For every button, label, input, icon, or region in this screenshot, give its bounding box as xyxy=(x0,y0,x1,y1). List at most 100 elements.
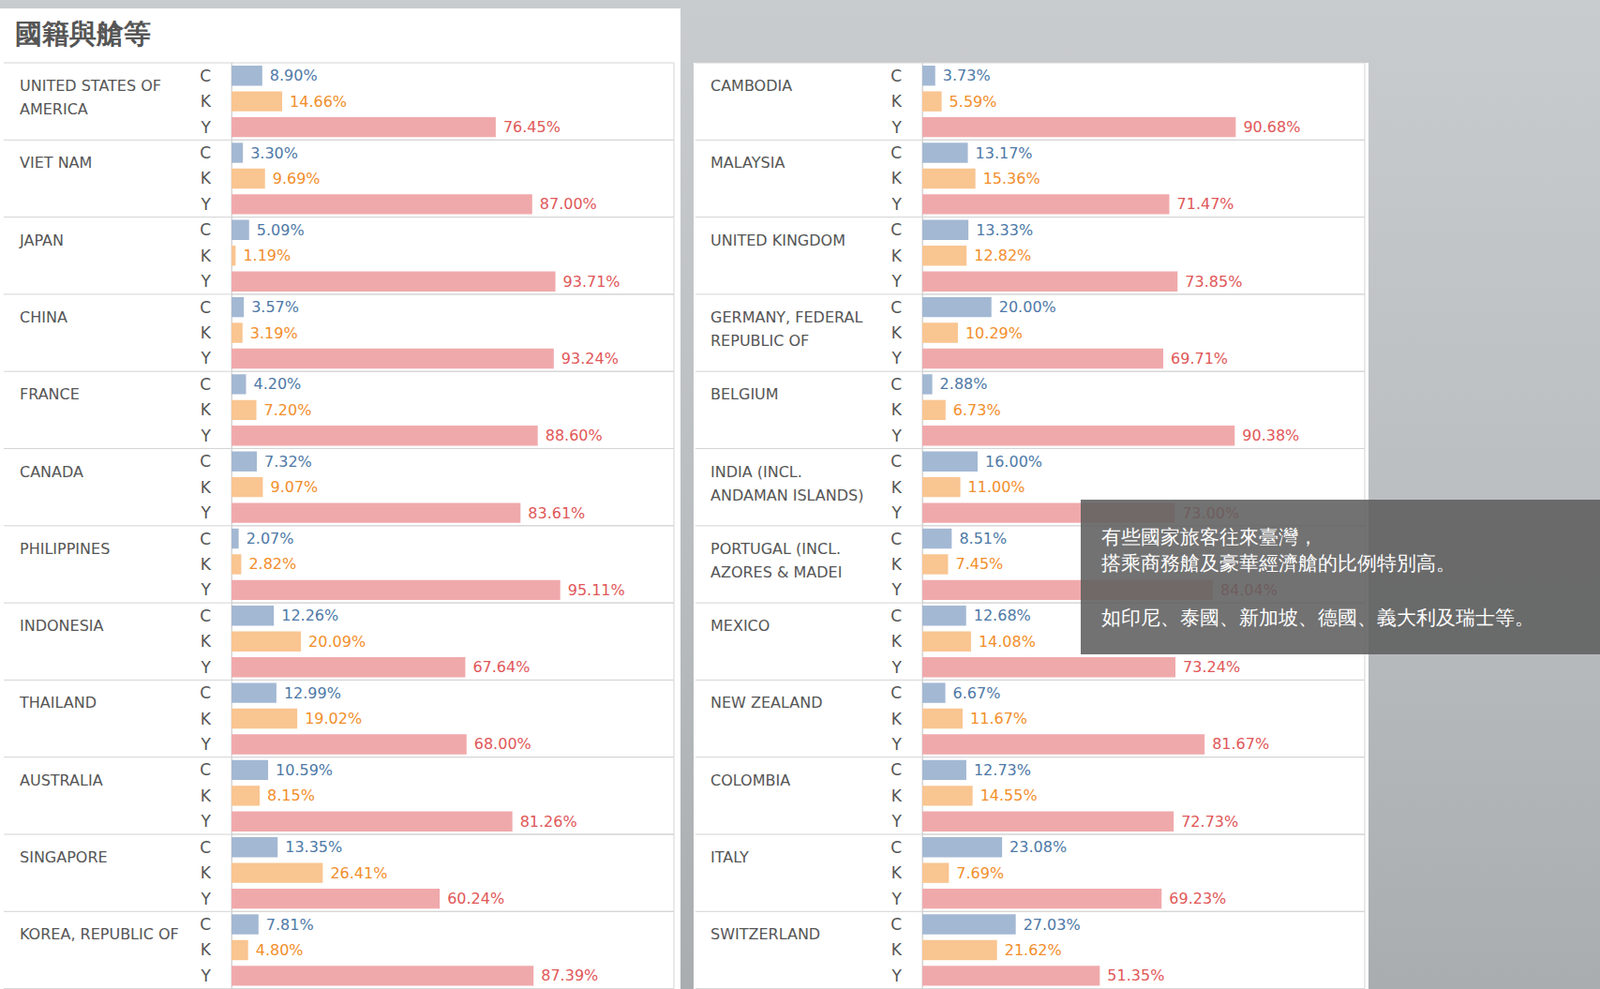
svg-text:K: K xyxy=(891,554,903,574)
svg-text:19.02%: 19.02% xyxy=(304,709,362,728)
svg-text:8.90%: 8.90% xyxy=(269,66,318,85)
svg-text:23.08%: 23.08% xyxy=(1009,837,1067,856)
svg-text:KOREA, REPUBLIC OF: KOREA, REPUBLIC OF xyxy=(19,925,180,943)
svg-text:12.73%: 12.73% xyxy=(973,761,1032,779)
svg-text:68.00%: 68.00% xyxy=(474,734,532,753)
svg-text:SINGAPORE: SINGAPORE xyxy=(19,848,108,867)
svg-text:C: C xyxy=(199,760,211,779)
svg-text:Y: Y xyxy=(200,271,212,291)
svg-text:PORTUGAL (INCL.: PORTUGAL (INCL. xyxy=(710,539,846,558)
svg-text:2.07%: 2.07% xyxy=(246,529,295,548)
svg-text:K: K xyxy=(200,863,212,883)
svg-text:AZORES & MADEI: AZORES & MADEI xyxy=(710,563,842,582)
svg-text:K: K xyxy=(200,786,212,806)
svg-text:Y: Y xyxy=(891,966,903,986)
svg-text:K: K xyxy=(200,940,212,959)
svg-text:Y: Y xyxy=(200,426,212,446)
svg-text:C: C xyxy=(199,606,211,626)
svg-text:13.33%: 13.33% xyxy=(975,221,1033,240)
svg-text:76.45%: 76.45% xyxy=(503,118,561,136)
svg-text:CAMBODIA: CAMBODIA xyxy=(710,76,793,95)
svg-text:C: C xyxy=(199,837,211,857)
svg-text:4.20%: 4.20% xyxy=(253,374,301,393)
svg-text:73.24%: 73.24% xyxy=(1182,657,1241,676)
svg-text:26.41%: 26.41% xyxy=(329,864,388,883)
svg-text:NEW ZEALAND: NEW ZEALAND xyxy=(710,693,823,712)
svg-text:Y: Y xyxy=(891,811,903,831)
svg-text:Y: Y xyxy=(200,734,212,754)
svg-text:C: C xyxy=(199,220,211,240)
svg-text:K: K xyxy=(891,940,903,959)
svg-text:4.80%: 4.80% xyxy=(255,941,304,959)
svg-text:14.55%: 14.55% xyxy=(980,786,1038,805)
svg-text:12.26%: 12.26% xyxy=(281,606,339,625)
svg-text:87.39%: 87.39% xyxy=(540,966,599,985)
svg-text:27.03%: 27.03% xyxy=(1023,915,1081,934)
svg-text:REPUBLIC OF: REPUBLIC OF xyxy=(710,331,809,350)
svg-text:81.26%: 81.26% xyxy=(520,812,578,831)
svg-text:AMERICA: AMERICA xyxy=(19,100,89,119)
svg-text:Y: Y xyxy=(200,811,212,831)
svg-text:14.66%: 14.66% xyxy=(289,92,347,111)
svg-text:ITALY: ITALY xyxy=(710,848,749,867)
svg-text:73.85%: 73.85% xyxy=(1184,272,1242,291)
svg-text:AUSTRALIA: AUSTRALIA xyxy=(19,771,104,790)
svg-text:C: C xyxy=(199,683,211,703)
svg-text:Y: Y xyxy=(200,194,212,214)
svg-text:MALAYSIA: MALAYSIA xyxy=(710,153,785,172)
svg-text:C: C xyxy=(890,529,902,549)
svg-text:8.15%: 8.15% xyxy=(267,786,315,805)
svg-text:13.35%: 13.35% xyxy=(284,837,343,856)
svg-text:11.67%: 11.67% xyxy=(970,709,1028,728)
svg-text:Y: Y xyxy=(891,426,903,446)
svg-text:3.73%: 3.73% xyxy=(942,66,991,85)
svg-text:12.68%: 12.68% xyxy=(973,606,1032,625)
svg-text:C: C xyxy=(199,143,211,163)
svg-text:13.17%: 13.17% xyxy=(975,144,1033,163)
svg-text:Y: Y xyxy=(891,889,903,909)
svg-text:9.69%: 9.69% xyxy=(272,169,321,188)
svg-text:Y: Y xyxy=(200,503,212,523)
svg-text:INDIA (INCL.: INDIA (INCL. xyxy=(710,463,808,481)
svg-text:MEXICO: MEXICO xyxy=(710,616,770,635)
svg-text:Y: Y xyxy=(891,503,903,523)
svg-text:K: K xyxy=(200,91,212,111)
svg-text:20.00%: 20.00% xyxy=(999,298,1057,316)
svg-text:C: C xyxy=(199,374,211,394)
svg-text:Y: Y xyxy=(891,194,903,214)
svg-text:C: C xyxy=(199,66,211,86)
svg-text:12.82%: 12.82% xyxy=(973,246,1032,265)
svg-text:K: K xyxy=(891,863,903,883)
svg-text:K: K xyxy=(891,246,903,266)
svg-text:C: C xyxy=(890,837,902,857)
svg-text:21.62%: 21.62% xyxy=(1004,941,1062,959)
svg-text:90.68%: 90.68% xyxy=(1242,118,1301,136)
svg-text:SWITZERLAND: SWITZERLAND xyxy=(710,925,821,943)
svg-text:2.82%: 2.82% xyxy=(248,554,297,573)
svg-text:C: C xyxy=(890,683,902,703)
svg-text:5.59%: 5.59% xyxy=(949,92,998,111)
svg-text:3.30%: 3.30% xyxy=(250,144,299,163)
svg-text:Y: Y xyxy=(891,580,903,599)
svg-text:ANDAMAN ISLANDS): ANDAMAN ISLANDS) xyxy=(710,486,865,505)
svg-text:K: K xyxy=(200,168,212,188)
svg-text:15.36%: 15.36% xyxy=(983,169,1041,188)
svg-text:BELGIUM: BELGIUM xyxy=(710,385,779,404)
svg-text:VIET NAM: VIET NAM xyxy=(19,153,92,172)
svg-text:Y: Y xyxy=(891,348,903,368)
svg-text:3.57%: 3.57% xyxy=(251,298,300,316)
svg-text:5.09%: 5.09% xyxy=(256,221,305,240)
svg-text:CHINA: CHINA xyxy=(19,308,68,327)
svg-text:Y: Y xyxy=(891,734,903,754)
svg-text:C: C xyxy=(890,374,902,394)
svg-text:71.47%: 71.47% xyxy=(1177,194,1235,213)
svg-text:有些國家旅客往來臺灣，: 有些國家旅客往來臺灣， xyxy=(1101,525,1318,549)
svg-text:GERMANY, FEDERAL: GERMANY, FEDERAL xyxy=(710,308,868,327)
svg-text:K: K xyxy=(200,631,212,651)
svg-text:11.00%: 11.00% xyxy=(968,478,1026,496)
svg-text:1.19%: 1.19% xyxy=(242,246,291,265)
svg-text:88.60%: 88.60% xyxy=(545,426,603,445)
svg-text:69.71%: 69.71% xyxy=(1170,349,1228,368)
svg-text:93.24%: 93.24% xyxy=(561,349,619,368)
svg-text:7.69%: 7.69% xyxy=(956,864,1004,883)
